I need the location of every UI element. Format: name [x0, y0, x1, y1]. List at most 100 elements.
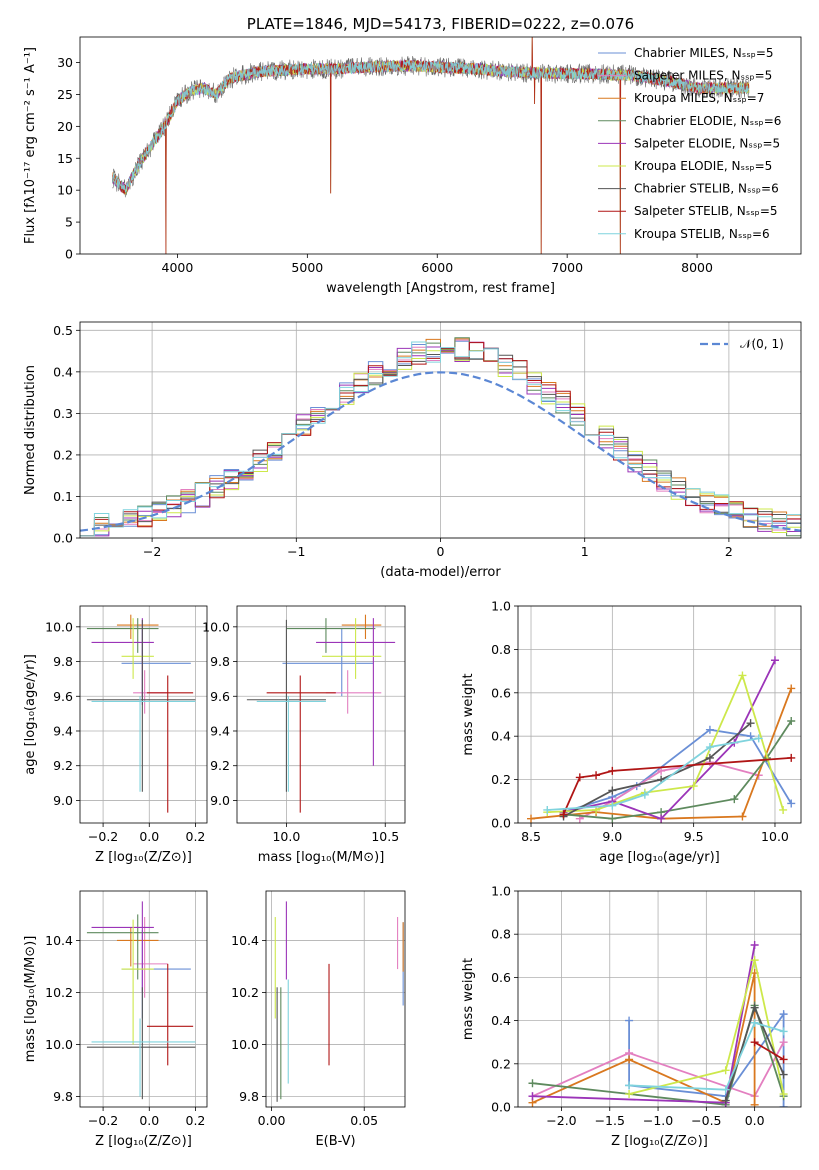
mass-weight-line [563, 728, 792, 813]
y-tick-label: 0.8 [491, 927, 511, 942]
y-tick-label: 5 [65, 215, 73, 230]
y-tick-label: 0.1 [53, 489, 73, 504]
data-point [750, 1018, 759, 1027]
y-tick-label: 0.4 [491, 729, 511, 744]
data-point [608, 786, 617, 795]
y-tick-label: 9.8 [239, 1089, 259, 1104]
y-tick-label: 0.0 [491, 1100, 511, 1115]
y-tick-label: 10.4 [231, 933, 259, 948]
data-point [592, 771, 601, 780]
data-point [608, 766, 617, 775]
y-axis-label: mass weight [461, 958, 476, 1040]
x-tick-label: 9.5 [684, 829, 704, 844]
x-tick-label: 9.0 [602, 829, 622, 844]
data-point [787, 799, 796, 808]
data-point [721, 1096, 730, 1105]
y-tick-label: 0.2 [491, 1056, 511, 1071]
x-tick-label: −0.5 [691, 1113, 721, 1128]
data-point [705, 725, 714, 734]
mass-weight-line [547, 672, 784, 813]
data-point [750, 956, 759, 965]
x-tick-label: 0 [437, 544, 445, 559]
x-tick-label: −2 [143, 544, 161, 559]
y-tick-label: 0.2 [491, 772, 511, 787]
x-tick-label: 0.2 [186, 829, 206, 844]
legend-entry: Chabrier ELODIE, Nₛₛₚ=6 [634, 114, 781, 128]
data-point [559, 810, 568, 819]
data-point [608, 814, 617, 823]
y-tick-label: 9.2 [53, 758, 73, 773]
legend-entry: Salpeter STELIB, Nₛₛₚ=5 [634, 204, 778, 218]
y-tick-label: 0.6 [491, 685, 511, 700]
x-tick-label: −1.0 [643, 1113, 673, 1128]
mass-weight-line [563, 720, 792, 820]
data-point [750, 1003, 759, 1012]
x-tick-label: 0.0 [139, 1113, 159, 1128]
legend-entry: Chabrier STELIB, Nₛₛₚ=6 [634, 182, 779, 196]
x-tick-label: 7000 [551, 260, 583, 275]
y-tick-label: 10.2 [45, 985, 73, 1000]
data-point [543, 805, 552, 814]
data-point [738, 671, 747, 680]
data-point [528, 1092, 537, 1101]
data-point [689, 782, 698, 791]
y-tick-label: 9.8 [53, 1089, 73, 1104]
mass-vs-ebv-plot [274, 901, 404, 1102]
data-point [721, 1066, 730, 1075]
axes-frame [236, 605, 406, 824]
legend-entry: Kroupa MILES, Nₛₛₚ=7 [634, 91, 764, 105]
y-tick-label: 0.6 [491, 970, 511, 985]
mass-weight-vs-age-plot [527, 656, 796, 823]
y-tick-label: 9.2 [210, 758, 230, 773]
y-tick-label: 15 [57, 151, 73, 166]
data-point [721, 1085, 730, 1094]
y-axis-label: mass [log₁₀(M/M⊙)] [23, 936, 38, 1063]
x-axis-label: E(B-V) [315, 1134, 355, 1149]
y-tick-label: 9.4 [53, 723, 73, 738]
chart-title: PLATE=1846, MJD=54173, FIBERID=0222, z=0… [247, 15, 634, 33]
y-axis-label: age [log₁₀(age/yr)] [23, 654, 38, 775]
x-tick-label: 0.2 [186, 1113, 206, 1128]
data-point [787, 753, 796, 762]
legend-entry: Kroupa STELIB, Nₛₛₚ=6 [634, 227, 770, 241]
x-tick-label: 10.0 [272, 829, 300, 844]
data-point [779, 1090, 788, 1099]
y-tick-label: 10.0 [45, 619, 73, 634]
y-tick-label: 1.0 [491, 884, 511, 899]
y-tick-label: 1.0 [491, 599, 511, 614]
data-point [730, 795, 739, 804]
axes-frame [265, 890, 406, 1108]
mass-weight-vs-Z-plot [528, 941, 788, 1107]
y-tick-label: 0.4 [53, 364, 73, 379]
data-point [625, 1055, 634, 1064]
x-tick-label: 1 [581, 544, 589, 559]
data-point [787, 684, 796, 693]
y-tick-label: 9.6 [53, 689, 73, 704]
y-tick-label: 0.8 [491, 642, 511, 657]
data-point [750, 941, 759, 949]
y-axis-label: Flux [fλ10⁻¹⁷ erg cm⁻² s⁻¹ A⁻¹] [23, 47, 38, 244]
x-axis-label: (data-model)/error [380, 565, 501, 580]
y-axis-label: mass weight [461, 673, 476, 755]
data-point [705, 743, 714, 752]
y-tick-label: 0.3 [53, 406, 73, 421]
data-point [625, 1090, 634, 1099]
data-point [608, 801, 617, 810]
x-tick-label: −0.2 [88, 1113, 118, 1128]
y-tick-label: 9.6 [210, 689, 230, 704]
y-tick-label: 10 [57, 183, 73, 198]
y-tick-label: 10.4 [45, 933, 73, 948]
x-axis-label: Z [log₁₀(Z/Z⊙)] [611, 1134, 708, 1149]
data-point [575, 773, 584, 782]
data-point [640, 790, 649, 799]
data-point [770, 656, 779, 665]
legend-entry: Salpeter ELODIE, Nₛₛₚ=5 [634, 136, 780, 150]
axes-frame [79, 605, 208, 824]
data-point [527, 814, 536, 823]
legend-entry: Kroupa ELODIE, Nₛₛₚ=5 [634, 159, 772, 173]
x-axis-label: wavelength [Angstrom, rest frame] [326, 281, 555, 296]
data-point [754, 734, 763, 743]
legend-entry: Chabrier MILES, Nₛₛₚ=5 [634, 46, 774, 60]
data-point [779, 805, 788, 814]
data-point [705, 753, 714, 762]
